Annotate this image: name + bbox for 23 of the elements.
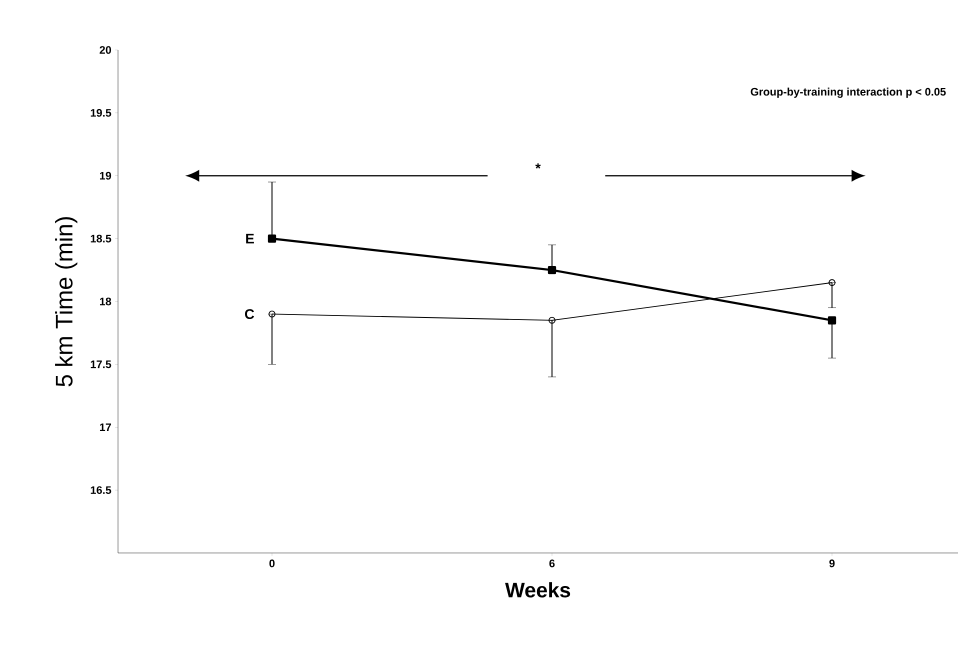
y-tick-label: 16.5 — [90, 486, 112, 494]
y-tick-label: 18.5 — [90, 234, 112, 242]
point — [828, 316, 836, 324]
point — [828, 279, 836, 286]
y-tick-label: 20 — [100, 46, 112, 54]
x-axis-title: Weeks — [505, 582, 570, 598]
y-tick-label: 19 — [100, 172, 112, 180]
point — [548, 266, 556, 274]
annotation: * — [535, 163, 541, 169]
x-tick-label: 9 — [829, 560, 835, 568]
y-tick-label: 17.5 — [90, 360, 112, 368]
series-label: E — [246, 234, 254, 244]
y-tick-label: 19.5 — [90, 108, 112, 117]
x-tick-label: 0 — [269, 560, 275, 568]
point — [268, 234, 276, 243]
y-tick-label: 17 — [100, 423, 111, 432]
x-tick-label: 6 — [549, 560, 555, 568]
annotation: Group-by-training interaction p < 0.05 — [750, 88, 946, 98]
point — [548, 316, 556, 324]
point — [268, 310, 276, 318]
y-axis-title: 5 km Time (min) — [55, 217, 78, 386]
y-tick-label: 18 — [100, 298, 112, 306]
series-label: C — [244, 309, 254, 320]
